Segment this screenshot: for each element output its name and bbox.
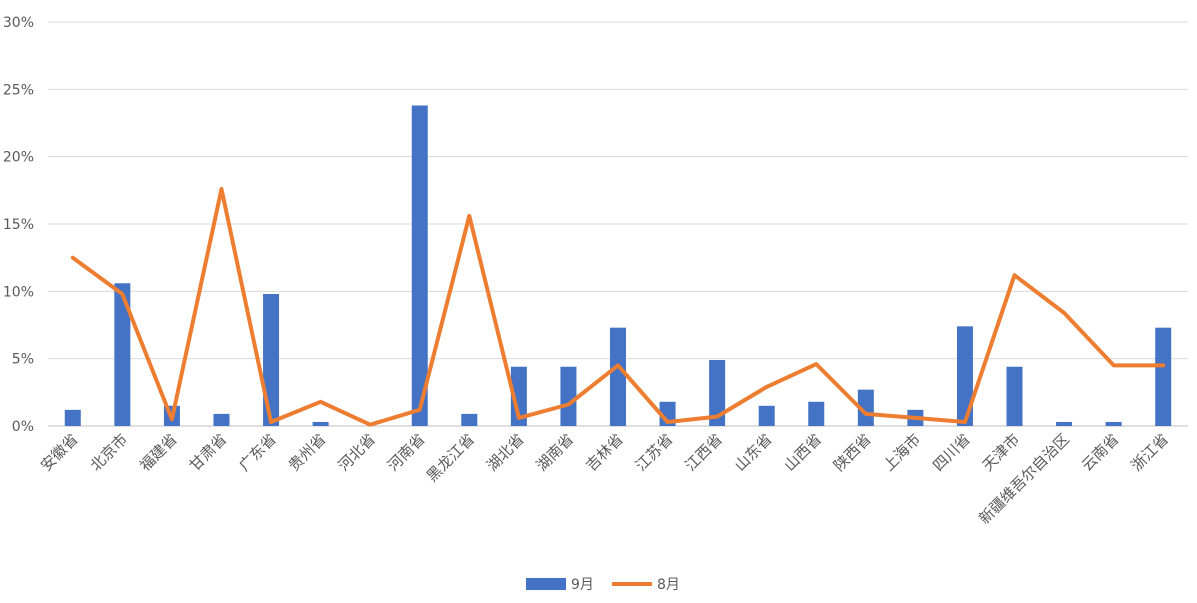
x-category-label: 山东省 (731, 430, 776, 475)
y-tick-label: 30% (3, 15, 34, 31)
bar (312, 421, 329, 426)
x-category-label: 云南省 (1078, 430, 1123, 475)
bar (1006, 366, 1023, 426)
bar (1105, 421, 1122, 426)
legend-label-8: 8月 (657, 577, 680, 593)
bar (808, 401, 825, 426)
x-category-label: 陕西省 (830, 430, 875, 475)
x-category-label: 山西省 (781, 430, 826, 475)
y-tick-label: 15% (3, 217, 34, 233)
bar (758, 405, 775, 426)
x-category-label: 河北省 (334, 430, 379, 475)
bar-series-9 (64, 105, 1172, 426)
bar (510, 366, 527, 426)
line-series-8 (70, 187, 1166, 427)
x-category-label: 甘肃省 (186, 430, 231, 475)
x-category-label: 江苏省 (632, 430, 677, 475)
gridlines (48, 21, 1188, 427)
bar (213, 413, 230, 426)
bar (1155, 327, 1172, 426)
x-category-label: 上海市 (880, 430, 925, 475)
y-tick-label: 20% (3, 150, 34, 166)
y-tick-label: 10% (3, 284, 34, 300)
bar (857, 389, 874, 426)
bar (461, 413, 478, 426)
x-category-label: 吉林省 (582, 430, 627, 475)
x-category-label: 安徽省 (37, 430, 82, 475)
y-axis-ticks: 0% 5% 10% 15% 20% 25% 30% (3, 15, 34, 435)
bar (956, 326, 973, 426)
x-category-label: 福建省 (136, 430, 181, 475)
x-category-label: 湖北省 (483, 430, 528, 475)
legend-label-9: 9月 (571, 577, 594, 593)
legend-swatch-9 (526, 578, 566, 590)
bar (709, 360, 726, 426)
x-category-label: 广东省 (235, 430, 280, 475)
x-category-label: 黑龙江省 (423, 430, 478, 485)
y-tick-label: 0% (12, 419, 34, 435)
bar (64, 409, 81, 426)
x-category-label: 河南省 (384, 430, 429, 475)
bar (114, 283, 131, 426)
x-category-label: 北京市 (87, 430, 132, 475)
x-category-label: 贵州省 (285, 430, 330, 475)
x-category-label: 湖南省 (533, 430, 578, 475)
y-tick-label: 5% (12, 352, 34, 368)
legend: 9月 8月 (526, 577, 680, 593)
bar (411, 105, 428, 426)
x-category-label: 江西省 (681, 430, 726, 475)
x-category-label: 浙江省 (1127, 430, 1172, 475)
bar (610, 327, 626, 426)
y-tick-label: 25% (3, 82, 34, 98)
x-category-label: 新疆维吾尔自治区 (975, 430, 1073, 528)
bar (263, 294, 280, 426)
bar (1056, 421, 1073, 426)
bar (560, 366, 577, 426)
x-category-label: 四川省 (929, 430, 974, 475)
x-category-label: 天津市 (979, 430, 1024, 475)
